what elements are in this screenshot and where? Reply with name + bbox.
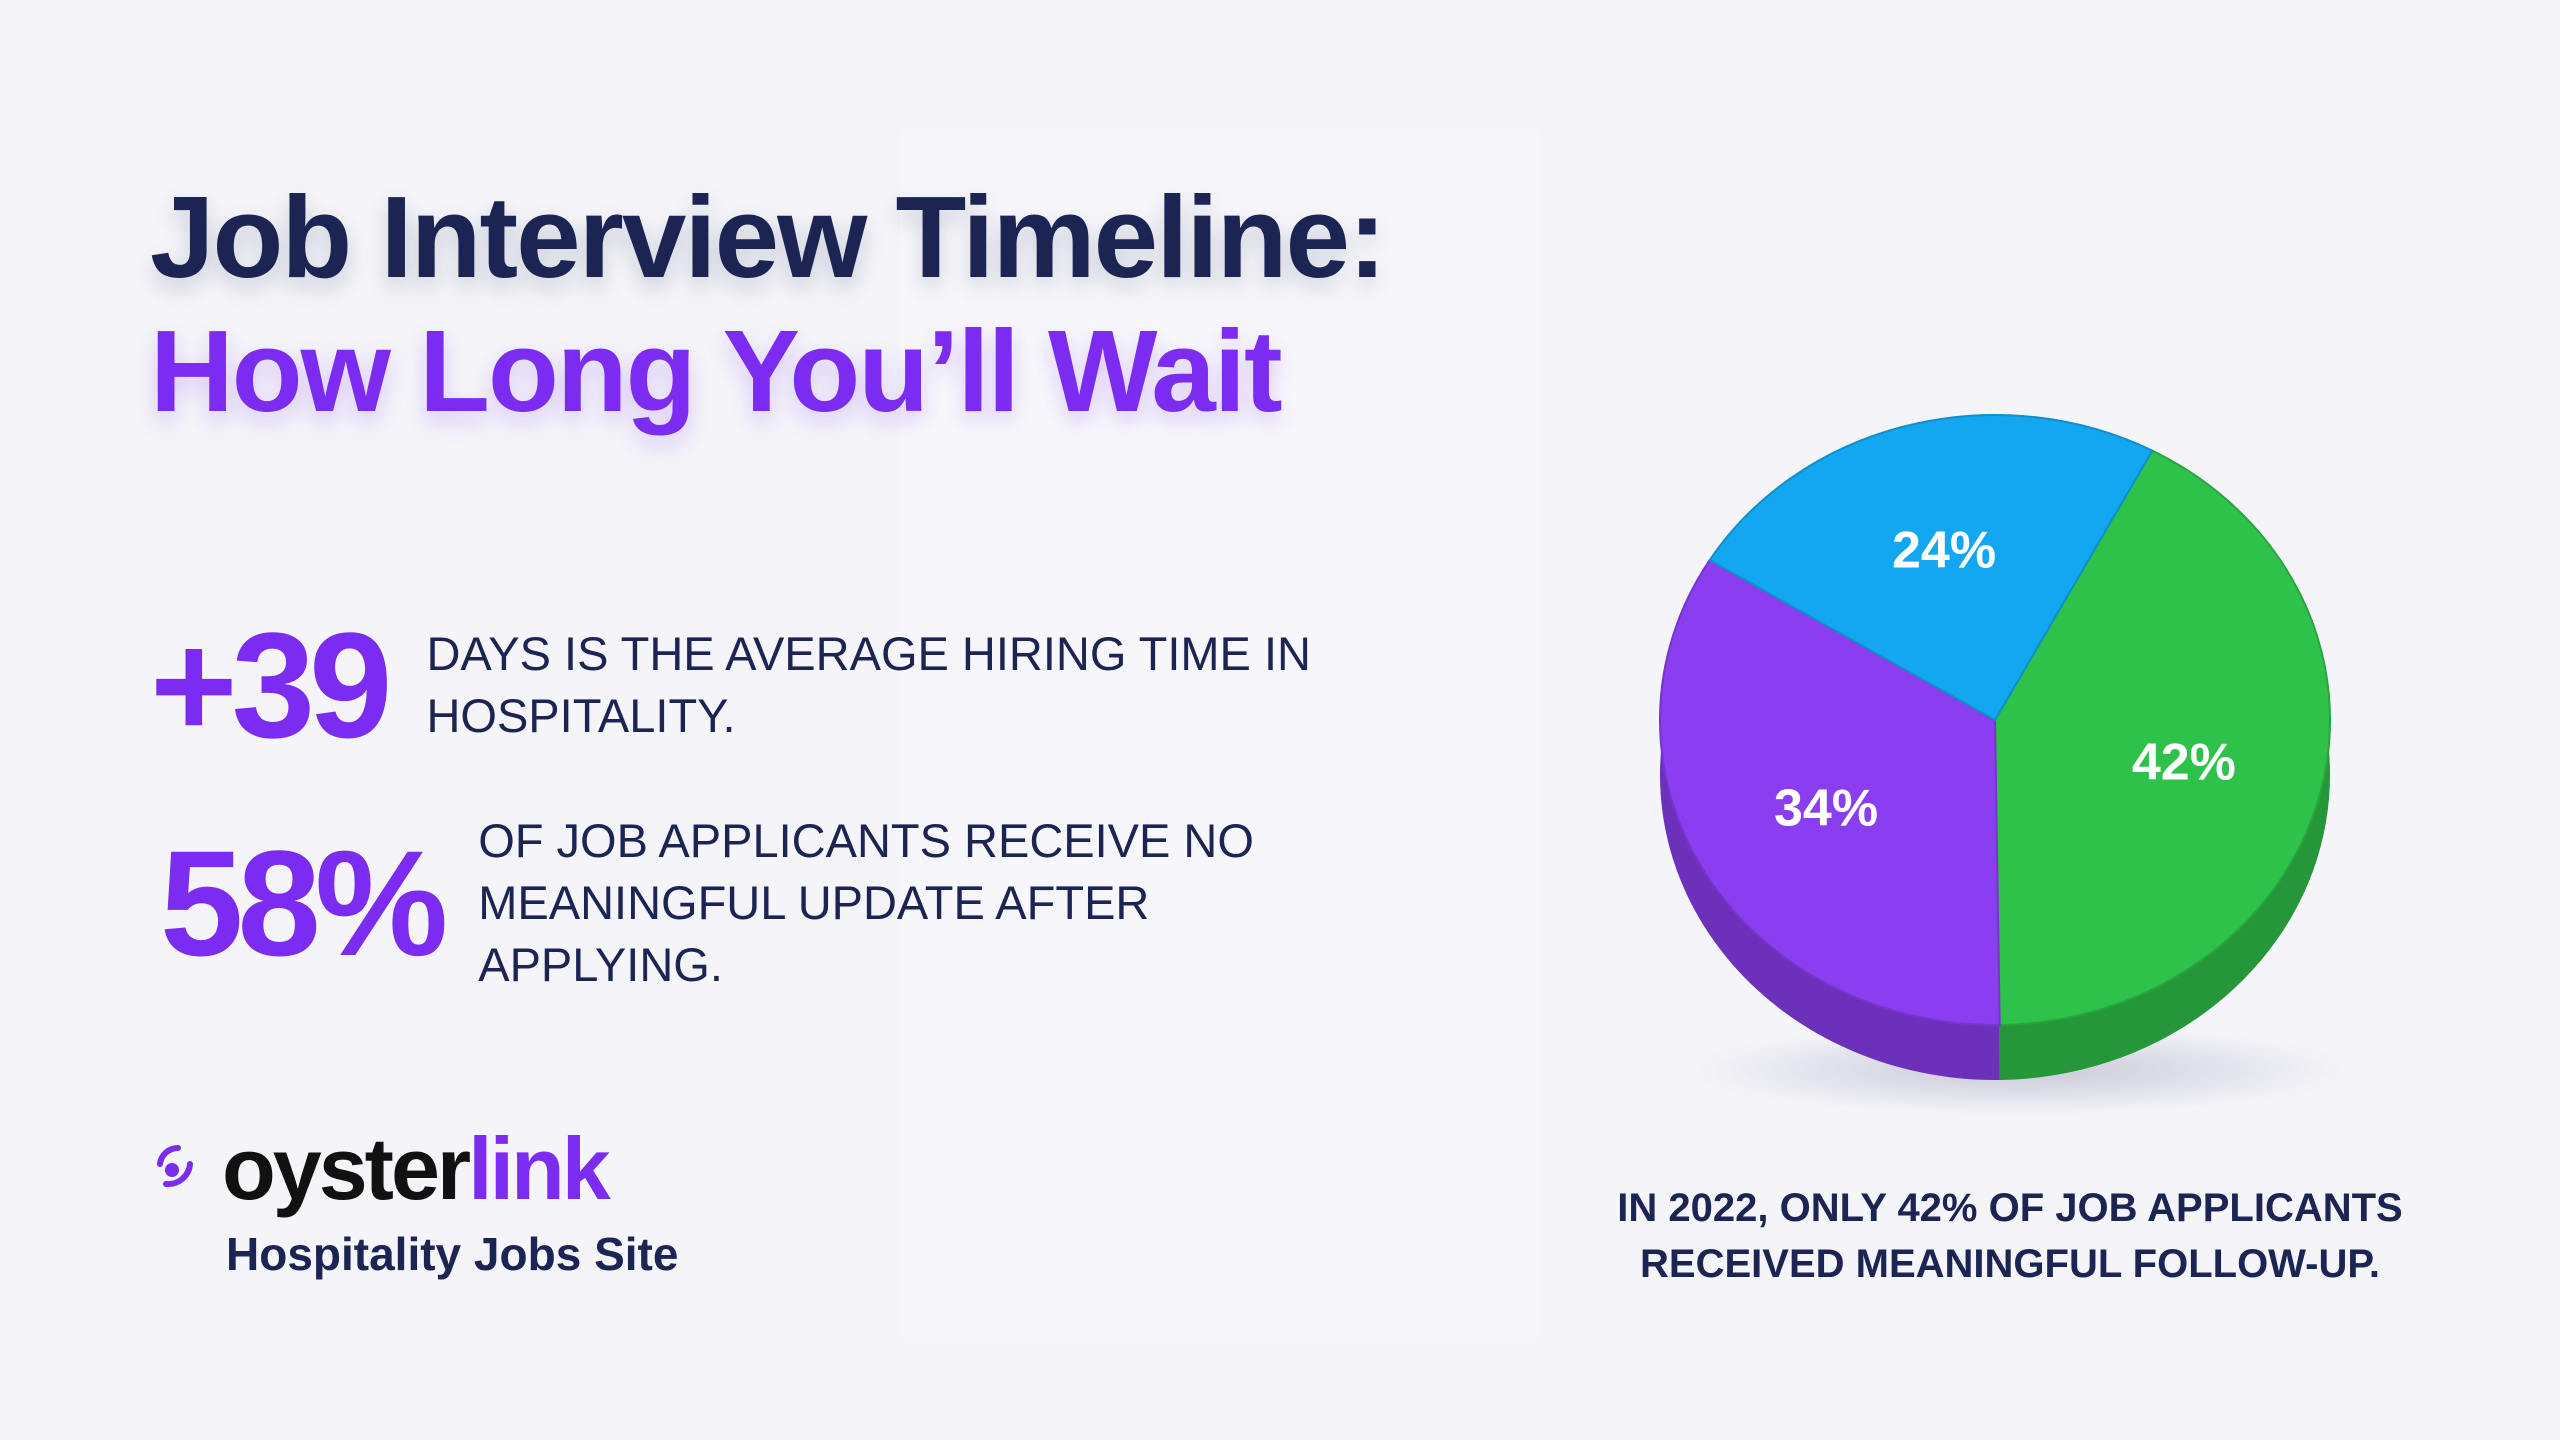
title-line-1: Job Interview Timeline: bbox=[150, 172, 1387, 302]
pie-slice-side bbox=[1999, 450, 2330, 1080]
chart-caption: IN 2022, ONLY 42% OF JOB APPLICANTS RECE… bbox=[1617, 1186, 2403, 1286]
stat-no-update-text: OF JOB APPLICANTS RECEIVE NO MEANINGFUL … bbox=[478, 814, 1254, 991]
pie-slices bbox=[1659, 414, 2331, 1026]
pie-labels: 42% 34% 24% bbox=[1774, 521, 2236, 837]
pie-slice-label: 34% bbox=[1774, 779, 1878, 837]
pie-slice-side bbox=[1660, 560, 2000, 1080]
brand-name: oysterlink bbox=[222, 1125, 611, 1213]
page-title: Job Interview Timeline: How Long You’ll … bbox=[150, 170, 1550, 438]
stat-no-update-value: 58% bbox=[160, 819, 448, 987]
pie-slice-label: 24% bbox=[1892, 521, 1996, 579]
pie-slice-label: 42% bbox=[2132, 734, 2236, 792]
stat-no-update: 58% OF JOB APPLICANTS RECEIVE NO MEANING… bbox=[160, 810, 1378, 996]
pie-chart: 42% 34% 24% bbox=[1659, 414, 2350, 1115]
stat-hiring-time-value: +39 bbox=[150, 601, 392, 769]
brand-logo: oysterlink Hospitality Jobs Site bbox=[150, 1125, 750, 1281]
brand-name-part1: oyster bbox=[222, 1119, 471, 1218]
brand-tagline: Hospitality Jobs Site bbox=[226, 1228, 679, 1280]
pie-slice bbox=[1659, 558, 2001, 1026]
title-line-2: How Long You’ll Wait bbox=[150, 306, 1283, 436]
brand-name-part2: link bbox=[468, 1119, 611, 1218]
pie-slice bbox=[1993, 449, 2331, 1026]
pie-slice bbox=[1708, 414, 2154, 722]
stat-hiring-time: +39 DAYS IS THE AVERAGE HIRING TIME IN H… bbox=[150, 610, 1326, 760]
stat-hiring-time-text: DAYS IS THE AVERAGE HIRING TIME IN HOSPI… bbox=[426, 627, 1311, 742]
signal-icon bbox=[157, 1144, 193, 1188]
background-panel bbox=[900, 130, 1540, 1340]
